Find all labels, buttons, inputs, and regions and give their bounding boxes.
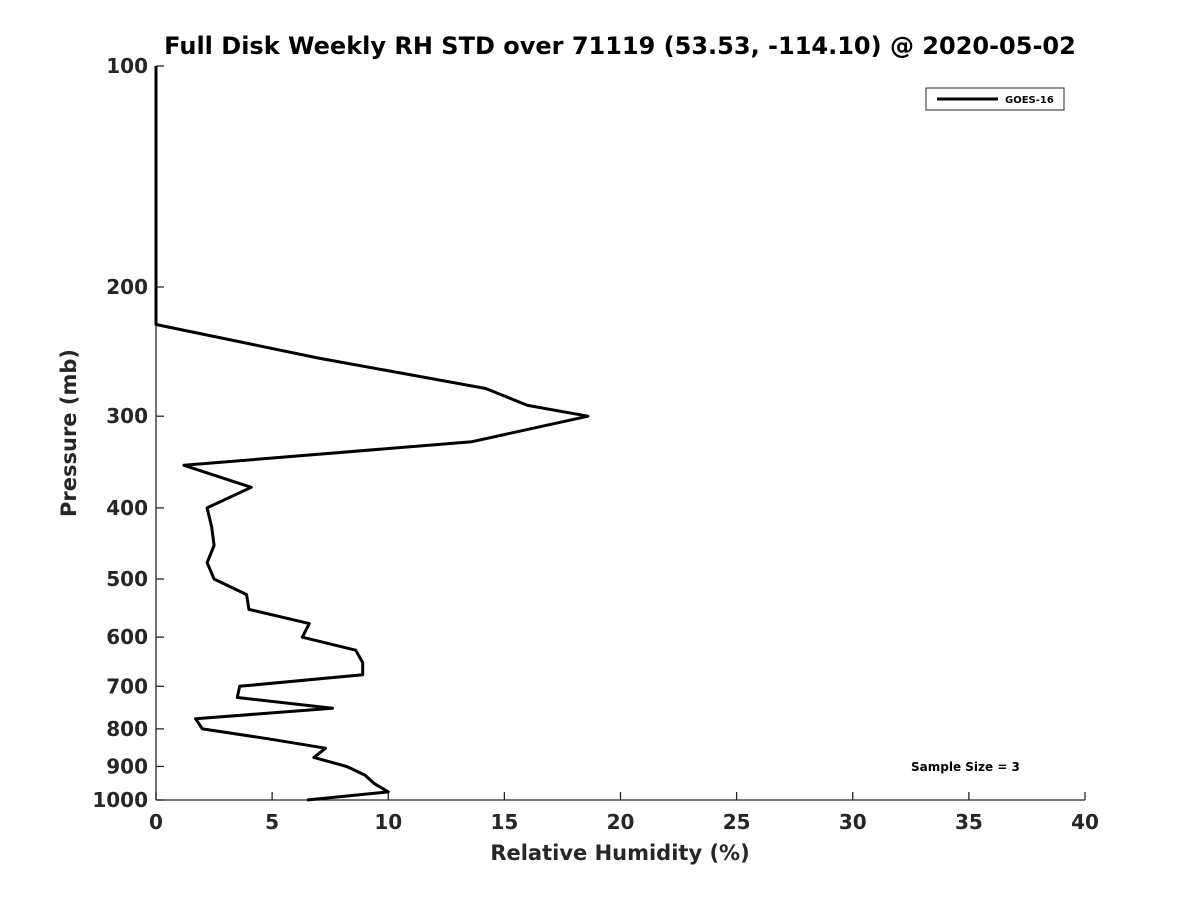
x-tick-label: 15: [490, 810, 518, 834]
y-axis-label: Pressure (mb): [57, 349, 81, 517]
y-tick-label: 600: [106, 625, 148, 649]
x-tick-group: 0 5 10 15 20 25 30 35 40: [149, 792, 1099, 834]
y-tick-label: 800: [106, 717, 148, 741]
x-tick-label: 5: [265, 810, 279, 834]
plot-area: 100 200 300 400 500 600 700 800 900 1000 0 5 10 15 20…: [92, 54, 1099, 834]
x-tick-label: 40: [1071, 810, 1099, 834]
x-tick-label: 0: [149, 810, 163, 834]
y-tick-group: 100 200 300 400 500 600 700 800 900 1000: [92, 54, 164, 812]
legend: GOES-16: [925, 87, 1065, 111]
y-tick-label: 1000: [92, 788, 148, 812]
x-tick-label: 35: [955, 810, 983, 834]
x-tick-label: 20: [607, 810, 635, 834]
legend-entry-goes16: GOES-16: [1005, 95, 1054, 106]
y-tick-label: 700: [106, 674, 148, 698]
y-tick-label: 400: [106, 496, 148, 520]
y-tick-label: 900: [106, 754, 148, 778]
chart-title: Full Disk Weekly RH STD over 71119 (53.5…: [164, 32, 1076, 60]
y-tick-label: 500: [106, 567, 148, 591]
y-tick-label: 100: [106, 54, 148, 78]
y-tick-label: 200: [106, 275, 148, 299]
x-tick-label: 10: [374, 810, 402, 834]
y-tick-label: 300: [106, 404, 148, 428]
x-tick-label: 25: [723, 810, 751, 834]
x-axis-label: Relative Humidity (%): [490, 841, 749, 865]
series-line-goes16: [154, 66, 590, 802]
sample-size-annotation: Sample Size = 3: [911, 760, 1020, 774]
x-tick-label: 30: [839, 810, 867, 834]
